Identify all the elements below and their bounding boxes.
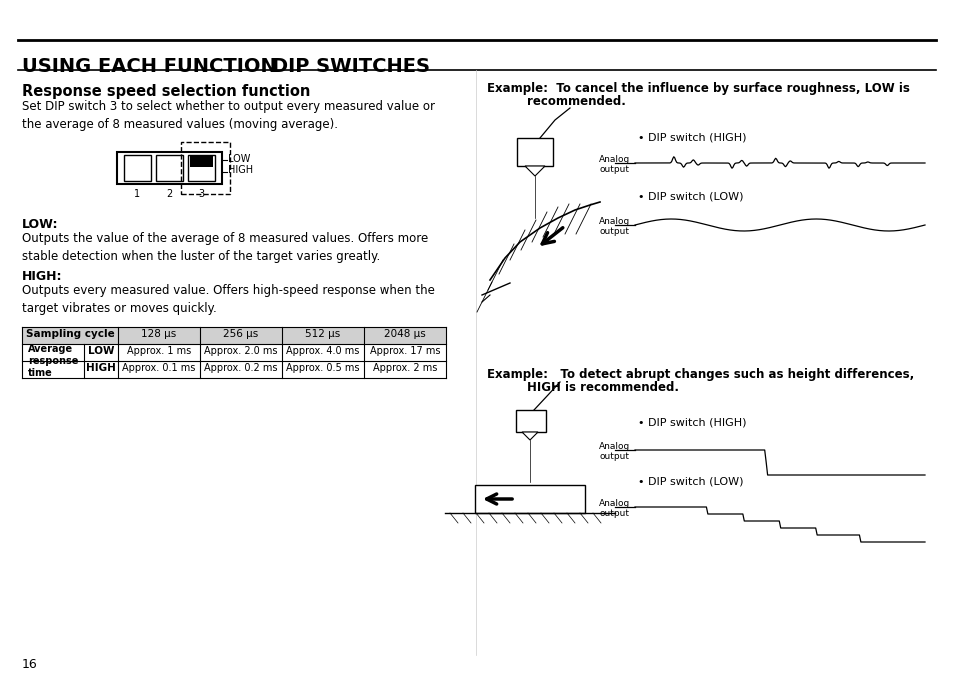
Text: Response speed selection function: Response speed selection function	[22, 84, 310, 99]
Text: Approx. 0.5 ms: Approx. 0.5 ms	[286, 363, 359, 373]
Text: 128 μs: 128 μs	[141, 329, 176, 339]
Text: LOW:: LOW:	[22, 218, 58, 231]
Text: HIGH is recommended.: HIGH is recommended.	[526, 381, 679, 394]
Bar	[117, 152, 222, 184]
Text: 3: 3	[197, 189, 204, 199]
Text: Outputs the value of the average of 8 measured values. Offers more
stable detect: Outputs the value of the average of 8 me…	[22, 232, 428, 263]
Text: Approx. 1 ms: Approx. 1 ms	[127, 346, 191, 356]
Text: Approx. 2 ms: Approx. 2 ms	[373, 363, 436, 373]
Text: USING EACH FUNCTION: USING EACH FUNCTION	[22, 57, 276, 76]
Text: Approx. 0.1 ms: Approx. 0.1 ms	[122, 363, 195, 373]
Text: 256 μs: 256 μs	[223, 329, 258, 339]
Text: recommended.: recommended.	[526, 95, 625, 108]
Text: 1: 1	[133, 189, 140, 199]
Text: Analog
output: Analog output	[598, 155, 629, 175]
Text: HIGH:: HIGH:	[22, 270, 63, 283]
Bar	[156, 155, 183, 181]
Text: Approx. 2.0 ms: Approx. 2.0 ms	[204, 346, 277, 356]
Bar	[22, 327, 446, 344]
Bar	[475, 485, 584, 513]
Text: • DIP switch (HIGH): • DIP switch (HIGH)	[638, 132, 745, 142]
Text: LOW: LOW	[88, 346, 114, 356]
Text: • DIP switch (LOW): • DIP switch (LOW)	[638, 192, 742, 202]
Text: 2048 μs: 2048 μs	[384, 329, 425, 339]
Bar	[516, 410, 545, 432]
Text: Average
response
time: Average response time	[28, 344, 78, 377]
Text: • DIP switch (LOW): • DIP switch (LOW)	[638, 476, 742, 486]
Text: Analog
output: Analog output	[598, 442, 629, 462]
Polygon shape	[521, 432, 537, 440]
Text: Analog
output: Analog output	[598, 499, 629, 518]
Text: LOW: LOW	[228, 154, 250, 164]
Text: HIGH: HIGH	[228, 165, 253, 175]
Text: Approx. 17 ms: Approx. 17 ms	[370, 346, 439, 356]
Text: Outputs every measured value. Offers high-speed response when the
target vibrate: Outputs every measured value. Offers hig…	[22, 284, 435, 315]
Bar	[124, 155, 151, 181]
Text: Analog
output: Analog output	[598, 217, 629, 237]
Text: • DIP switch (HIGH): • DIP switch (HIGH)	[638, 418, 745, 428]
Bar	[181, 142, 230, 194]
Text: Example:   To detect abrupt changes such as height differences,: Example: To detect abrupt changes such a…	[486, 368, 913, 381]
Text: Sampling cycle: Sampling cycle	[26, 329, 114, 339]
Bar	[190, 156, 213, 167]
Text: 512 μs: 512 μs	[305, 329, 340, 339]
Text: Set DIP switch 3 to select whether to output every measured value or
the average: Set DIP switch 3 to select whether to ou…	[22, 100, 435, 131]
Text: 16: 16	[22, 658, 38, 671]
Text: Approx. 0.2 ms: Approx. 0.2 ms	[204, 363, 277, 373]
Text: Example:  To cancel the influence by surface roughness, LOW is: Example: To cancel the influence by surf…	[486, 82, 909, 95]
Text: DIP SWITCHES: DIP SWITCHES	[272, 57, 430, 76]
Text: 2: 2	[166, 189, 172, 199]
Text: HIGH: HIGH	[86, 363, 116, 373]
Polygon shape	[524, 166, 544, 176]
Bar	[188, 155, 214, 181]
Bar	[517, 138, 553, 166]
Text: Approx. 4.0 ms: Approx. 4.0 ms	[286, 346, 359, 356]
